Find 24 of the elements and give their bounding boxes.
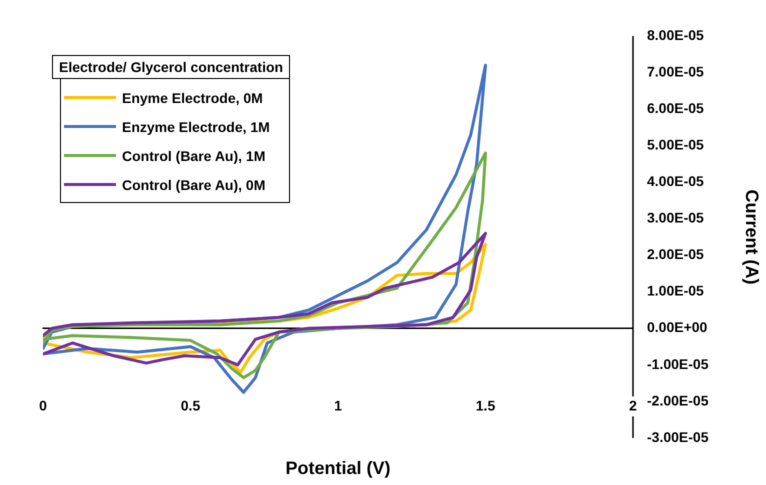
- y-tick-label: 3.00E-05: [647, 210, 704, 226]
- y-tick-label: 0.00E+00: [647, 319, 708, 336]
- legend-title: Electrode/ Glycerol concentration: [59, 59, 284, 75]
- y-tick-label: 2.00E-05: [647, 246, 704, 262]
- legend-label: Control (Bare Au), 1M: [122, 148, 266, 164]
- y-tick-label: 1.00E-05: [647, 282, 704, 299]
- y-axis-title: Current (A): [742, 190, 762, 284]
- x-tick-label: 2: [629, 398, 638, 414]
- legend-label: Enzyme Electrode, 1M: [122, 118, 270, 134]
- y-tick-label: -2.00E-05: [647, 392, 709, 408]
- x-tick-label: 1: [334, 398, 342, 414]
- y-tick-label: 4.00E-05: [647, 173, 704, 190]
- y-tick-label: -1.00E-05: [647, 356, 709, 372]
- legend-label: Enyme Electrode, 0M: [122, 90, 263, 106]
- x-tick-label: 0.5: [180, 398, 200, 414]
- x-tick-label: 1.5: [476, 398, 496, 414]
- x-axis-title: Potential (V): [284, 458, 392, 479]
- y-tick-label: 7.00E-05: [647, 63, 704, 80]
- x-tick-label: 0: [39, 398, 48, 414]
- y-tick-label: -3.00E-05: [647, 428, 709, 445]
- legend-label: Control (Bare Au), 0M: [122, 176, 266, 192]
- y-tick-label: 5.00E-05: [647, 136, 704, 152]
- y-tick-label: 8.00E-05: [647, 26, 704, 43]
- y-tick-label: 6.00E-05: [647, 100, 704, 116]
